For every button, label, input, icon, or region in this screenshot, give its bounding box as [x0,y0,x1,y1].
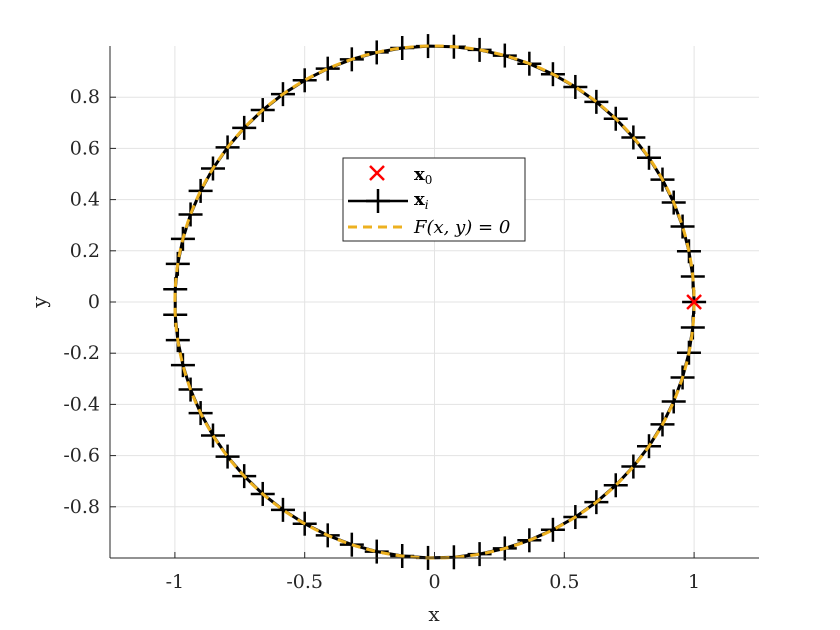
xi-point-marker [178,202,203,227]
y-tick-label: 0.6 [70,137,100,159]
y-tick-label: 0.2 [70,240,100,262]
y-axis-label: y [27,296,51,309]
x-tick-label: -1 [166,571,185,593]
legend-label-x0: x0 [414,164,432,187]
y-tick-label: -0.2 [63,342,100,364]
xi-point-marker [270,497,295,522]
xi-point-marker [364,539,389,564]
x-axis-label: x [428,602,440,626]
x-tick-label: 0 [428,571,440,593]
y-tick-label: -0.4 [63,393,100,415]
grid [110,46,759,558]
xi-point-marker [188,178,213,203]
y-tick-label: 0.8 [70,86,100,108]
y-tick-label: 0 [88,291,100,313]
legend-box [342,157,526,242]
x-tick-label: 0.5 [549,571,579,593]
plot-area [163,34,707,570]
xi-point-marker [670,214,695,239]
legend-label-xi: xi [414,189,429,212]
series-x0-marker [686,294,702,310]
legend-entry-f: F(x, y) = 0 [348,217,510,238]
xi-point-marker [315,56,340,81]
xi-point-marker [603,473,628,498]
xi-point-marker [636,145,661,170]
y-tick-label: 0.4 [70,189,100,211]
legend-entry-x0: x0 [369,164,432,187]
x-tick-label: -0.5 [286,571,323,593]
x-tick-label: 1 [688,571,700,593]
xi-point-marker [170,353,195,378]
legend-entry-xi: xi [348,189,429,213]
xi-point-marker [232,115,257,140]
y-tick-label: -0.6 [63,445,100,467]
xi-point-marker [621,454,646,479]
xi-point-marker [292,68,317,93]
xi-point-marker [563,74,588,99]
tick-labels: -1 -0.5 0 0.5 1 -0.8 -0.6 -0.4 -0.2 0 0.2 0.4 0.6 0.8 [63,86,700,593]
legend: x0 xi F(x, y) = 0 [342,157,526,242]
xi-point-marker [661,389,686,414]
xi-point-marker [215,444,240,469]
x0-marker-stroke-b [686,294,702,310]
xi-point-marker [492,43,517,68]
legend-label-f: F(x, y) = 0 [413,217,510,238]
legend-marker-x0 [369,165,385,181]
xi-point-marker [540,517,565,542]
y-tick-label: -0.8 [63,496,100,518]
axes [109,46,759,559]
